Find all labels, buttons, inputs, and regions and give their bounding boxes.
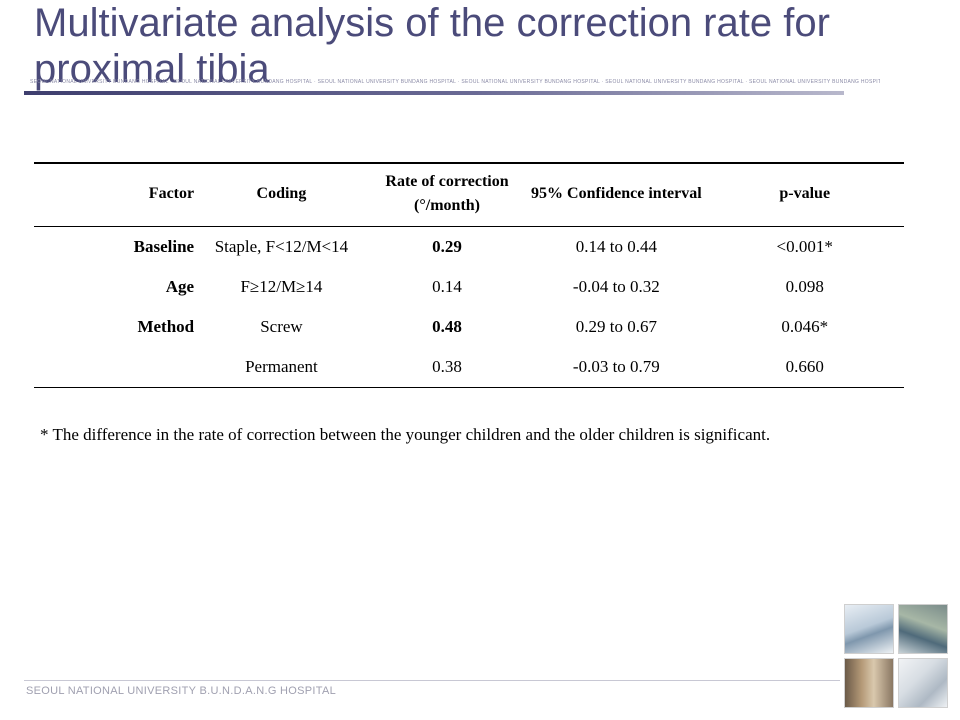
table-row: Baseline Staple, F<12/M<14 0.29 0.14 to … — [34, 227, 904, 268]
header-pvalue: p-value — [705, 163, 904, 227]
cell-factor — [34, 347, 197, 388]
title-underline — [24, 91, 844, 95]
header-coding: Coding — [196, 163, 367, 227]
header-factor: Factor — [34, 163, 197, 227]
header-ci: 95% Confidence interval — [527, 163, 706, 227]
cell-ci: -0.03 to 0.79 — [527, 347, 706, 388]
cell-ci: 0.29 to 0.67 — [575, 317, 657, 336]
table-header-row: Factor Coding Rate of correction (°/mont… — [34, 163, 904, 227]
cell-pvalue: 0.046* — [781, 317, 829, 336]
header-rate: Rate of correction (°/month) — [366, 163, 528, 227]
analysis-table: Factor Coding Rate of correction (°/mont… — [34, 162, 904, 388]
cell-ci: -0.04 to 0.32 — [572, 277, 660, 296]
hospital-building-photo — [844, 604, 894, 654]
cell-coding: Permanent — [196, 347, 367, 388]
cell-rate: 0.29 — [432, 237, 462, 256]
footer-divider — [24, 680, 840, 681]
hospital-watermark-strip: SEOUL NATIONAL UNIVERSITY BUNDANG HOSPIT… — [30, 79, 880, 85]
hospital-interior-photo — [898, 658, 948, 708]
cell-rate: 0.14 — [432, 277, 462, 296]
table-row: Age F≥12/M≥14 0.14 -0.04 to 0.32 0.098 — [34, 267, 904, 307]
cell-pvalue: <0.001* — [776, 237, 833, 256]
table-row: Method Screw 0.48 0.29 to 0.67 0.046* — [34, 307, 904, 347]
table-footnote: * The difference in the rate of correcti… — [40, 425, 771, 444]
slide-title: Multivariate analysis of the correction … — [34, 1, 830, 91]
cell-factor: Method — [137, 317, 195, 336]
cell-rate: 0.38 — [366, 347, 528, 388]
table-row: Permanent 0.38 -0.03 to 0.79 0.660 — [34, 347, 904, 388]
cell-pvalue: 0.660 — [705, 347, 904, 388]
cell-factor: Baseline — [133, 237, 195, 256]
cell-coding: F≥12/M≥14 — [240, 277, 323, 296]
cell-coding: Screw — [260, 317, 303, 336]
hospital-photo-collage — [840, 600, 950, 710]
cell-ci: 0.14 to 0.44 — [575, 237, 657, 256]
cell-factor: Age — [165, 277, 195, 296]
cell-coding: Staple, F<12/M<14 — [214, 237, 349, 256]
hospital-footer-name: SEOUL NATIONAL UNIVERSITY B.U.N.D.A.N.G … — [26, 685, 337, 697]
cell-pvalue: 0.098 — [785, 277, 824, 296]
cell-rate: 0.48 — [432, 317, 462, 336]
hospital-aerial-photo — [898, 604, 948, 654]
hospital-facade-photo — [844, 658, 894, 708]
